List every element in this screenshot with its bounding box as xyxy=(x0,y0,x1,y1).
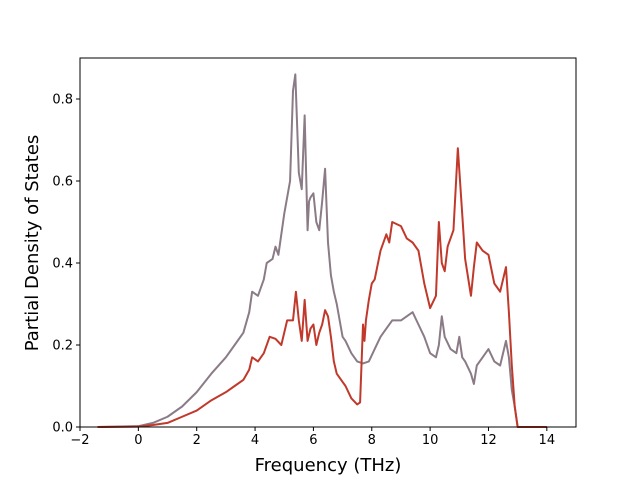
x-tick-label: 14 xyxy=(539,433,556,448)
x-tick-label: 8 xyxy=(368,433,376,448)
series-line-2 xyxy=(97,147,547,428)
y-tick-label: 0.6 xyxy=(52,175,73,190)
y-axis-title: Partial Density of States xyxy=(22,135,43,352)
x-tick-label: 0 xyxy=(134,433,142,448)
y-tick-label: 0.8 xyxy=(52,93,73,108)
x-tick-label: 2 xyxy=(193,433,201,448)
x-tick-label: −2 xyxy=(70,433,89,448)
plot-frame xyxy=(79,57,577,428)
y-axis: 0.0 0.2 0.4 0.6 0.8 xyxy=(52,93,80,436)
x-axis: −2 0 2 4 6 8 10 12 14 xyxy=(70,427,555,448)
y-tick-label: 0.0 xyxy=(52,421,73,436)
y-tick-label: 0.2 xyxy=(52,339,73,354)
x-tick-label: 4 xyxy=(251,433,259,448)
y-tick-label: 0.4 xyxy=(52,257,73,272)
series-line-1 xyxy=(97,73,547,428)
x-tick-label: 10 xyxy=(422,433,439,448)
x-axis-title: Frequency (THz) xyxy=(255,455,402,476)
series-layer xyxy=(97,73,547,428)
x-tick-label: 12 xyxy=(480,433,497,448)
x-tick-label: 6 xyxy=(309,433,317,448)
